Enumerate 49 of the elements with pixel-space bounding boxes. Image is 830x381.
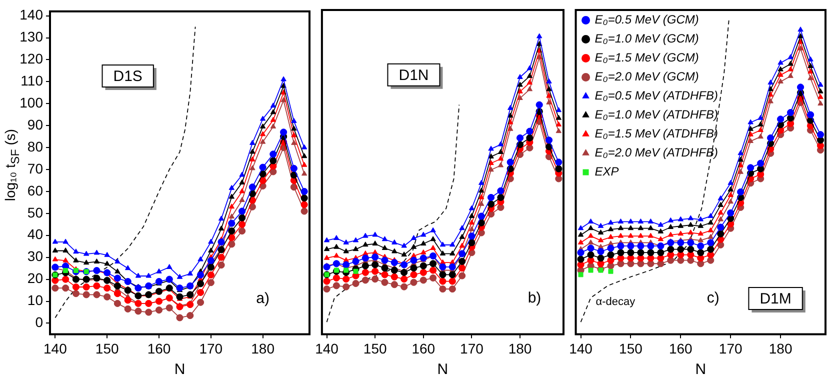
- y-tick-label: 0: [35, 314, 44, 330]
- y-tick-label: 130: [20, 28, 44, 45]
- y-tick-label: 70: [27, 160, 44, 176]
- annotation: D1S: [113, 68, 142, 86]
- x-axis-title: N: [174, 361, 186, 378]
- y-tick-label: 140: [20, 6, 44, 23]
- y-tick-label: 10: [27, 292, 44, 308]
- x-tick-label: 150: [619, 340, 643, 356]
- x-tick-label: 170: [460, 340, 484, 356]
- y-tick-label: 30: [27, 248, 44, 264]
- legend-label: EXP: [594, 164, 619, 179]
- x-tick-label: 140: [44, 340, 68, 356]
- legend-label: E₀=1.0 MeV (ATDHFB): [594, 108, 718, 122]
- x-tick-label: 180: [768, 340, 792, 356]
- x-tick-label: 150: [363, 340, 387, 356]
- legend-label: E₀=1.5 MeV (ATDHFB): [594, 126, 718, 141]
- x-tick-label: 160: [412, 340, 436, 356]
- annotation: α-decay: [596, 296, 636, 308]
- annotation: D1N: [398, 66, 429, 84]
- x-tick-label: 170: [199, 340, 223, 356]
- y-tick-label: 100: [20, 94, 44, 110]
- annotation: b): [528, 290, 542, 307]
- y-tick-label: 20: [27, 270, 44, 286]
- x-tick-label: 160: [668, 340, 693, 356]
- y-tick-label: 60: [27, 182, 44, 198]
- x-tick-label: 170: [718, 340, 742, 356]
- x-tick-label: 160: [147, 340, 171, 356]
- x-tick-label: 140: [315, 340, 339, 356]
- legend-label: E₀=1.0 MeV (GCM): [594, 32, 699, 46]
- x-tick-label: 140: [569, 340, 593, 356]
- y-tick-label: 120: [20, 50, 44, 67]
- x-tick-label: 150: [95, 340, 119, 356]
- x-axis-title: N: [437, 361, 448, 378]
- legend-label: E₀=2.0 MeV (ATDHFB): [594, 146, 718, 160]
- legend-label: E₀=2.0 MeV (GCM): [594, 70, 699, 84]
- legend-label: E₀=0.5 MeV (ATDHFB): [594, 88, 718, 103]
- y-tick-label: 90: [27, 116, 44, 132]
- annotation: a): [256, 290, 270, 307]
- annotation: D1M: [760, 290, 792, 308]
- legend-label: E₀=1.5 MeV (GCM): [594, 50, 699, 65]
- x-axis-title: N: [695, 361, 706, 378]
- y-tick-label: 80: [27, 138, 44, 154]
- annotation: c): [706, 290, 720, 307]
- x-tick-label: 180: [251, 340, 275, 356]
- y-tick-label: 110: [20, 72, 44, 89]
- y-tick-label: 50: [27, 204, 44, 220]
- legend-label: E₀=0.5 MeV (GCM): [594, 12, 699, 27]
- y-tick-label: 40: [27, 226, 44, 242]
- x-tick-label: 180: [508, 340, 532, 356]
